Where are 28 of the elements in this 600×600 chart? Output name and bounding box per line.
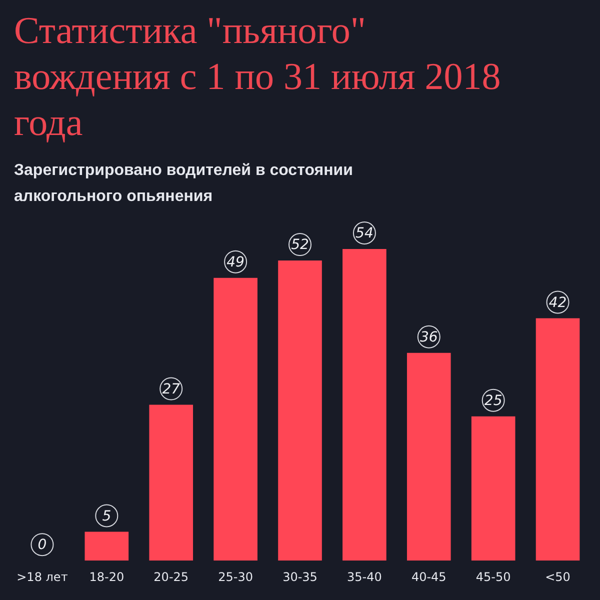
data-label: 49 <box>226 254 245 270</box>
data-label: 5 <box>102 508 112 524</box>
x-tick-label: >18 лет <box>16 570 68 584</box>
bar <box>149 404 194 561</box>
bar <box>214 278 258 561</box>
x-tick-label: 35-40 <box>347 570 382 584</box>
chart-subtitle: Зарегистрировано водителей в состоянии алкогольного опьянения <box>14 161 354 207</box>
bar <box>471 416 516 561</box>
bar <box>342 249 386 561</box>
data-label: 54 <box>356 226 374 242</box>
data-label: 0 <box>38 537 47 554</box>
data-label: 42 <box>548 294 567 311</box>
data-label: 36 <box>420 330 438 346</box>
x-tick-label: <50 <box>545 570 570 584</box>
bar <box>84 532 129 561</box>
x-tick-label: 25-30 <box>218 570 253 584</box>
x-tick-label: 45-50 <box>476 570 511 584</box>
bar <box>536 318 580 561</box>
x-tick-label: 40-45 <box>411 570 446 584</box>
data-label: 25 <box>484 392 502 409</box>
data-label: 52 <box>291 237 309 254</box>
bar <box>278 260 322 561</box>
x-tick-label: 30-35 <box>282 570 318 584</box>
x-tick-label: 20-25 <box>154 570 189 584</box>
chart-title: Статистика "пьяного" вождения с 1 по 31 июля 2018 года <box>14 9 502 146</box>
data-label: 27 <box>162 381 180 398</box>
x-tick-label: 18-20 <box>89 570 124 584</box>
bar <box>406 352 451 561</box>
